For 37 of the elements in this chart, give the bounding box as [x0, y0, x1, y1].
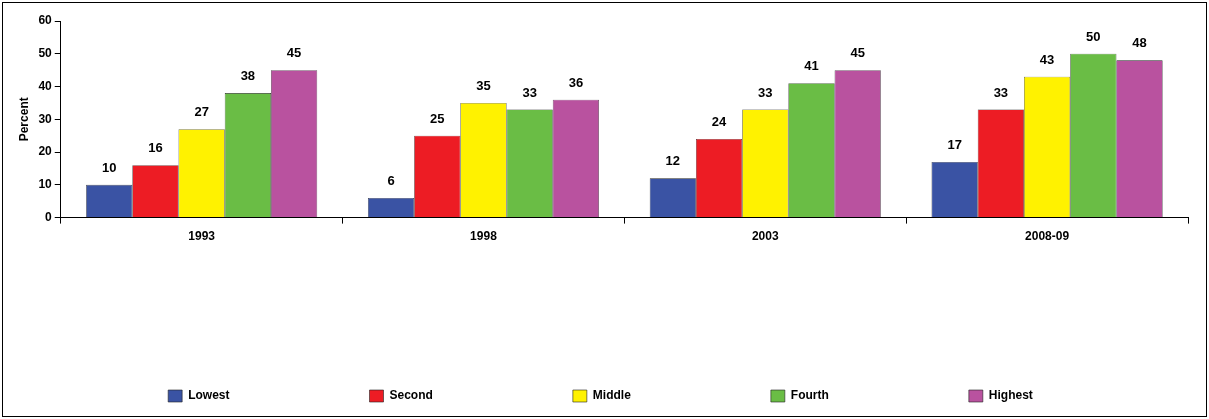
legend-label: Fourth: [790, 388, 829, 403]
data-label: 25: [430, 110, 445, 126]
legend-label: Lowest: [188, 388, 230, 403]
legend-label: Second: [389, 388, 433, 403]
y-tick-label: 50: [38, 46, 53, 61]
data-label: 33: [522, 84, 537, 100]
x-tick-label: 1993: [188, 229, 216, 244]
data-label: 45: [850, 45, 865, 61]
data-label: 10: [101, 159, 117, 175]
y-tick-label: 10: [38, 177, 53, 192]
legend-label: Middle: [592, 388, 632, 403]
legend-label: Highest: [988, 388, 1033, 403]
x-tick-label: 2008-09: [1025, 229, 1070, 244]
data-label: 38: [240, 68, 256, 84]
y-tick-label: 60: [38, 13, 53, 28]
data-label: 45: [286, 45, 302, 61]
data-label: 33: [993, 84, 1009, 100]
data-label: 36: [568, 74, 584, 90]
y-tick-label: 40: [38, 78, 53, 93]
x-tick-label: 2003: [751, 229, 779, 244]
data-label: 33: [758, 84, 773, 100]
data-label: 16: [148, 140, 163, 156]
data-label: 35: [476, 77, 491, 93]
data-label: 50: [1086, 28, 1101, 44]
y-tick-label: 0: [45, 209, 53, 224]
y-axis-title: Percent: [16, 97, 31, 142]
data-label: 12: [665, 153, 681, 169]
data-label: 24: [711, 114, 728, 130]
data-label: 27: [194, 104, 209, 120]
data-label: 6: [387, 173, 395, 189]
y-tick-label: 30: [38, 111, 53, 126]
x-tick-label: 1998: [470, 229, 498, 244]
y-tick-label: 20: [38, 144, 53, 159]
data-label: 41: [804, 58, 819, 74]
data-label: 17: [947, 136, 962, 152]
data-label: 48: [1132, 35, 1147, 51]
data-label: 43: [1039, 51, 1055, 67]
